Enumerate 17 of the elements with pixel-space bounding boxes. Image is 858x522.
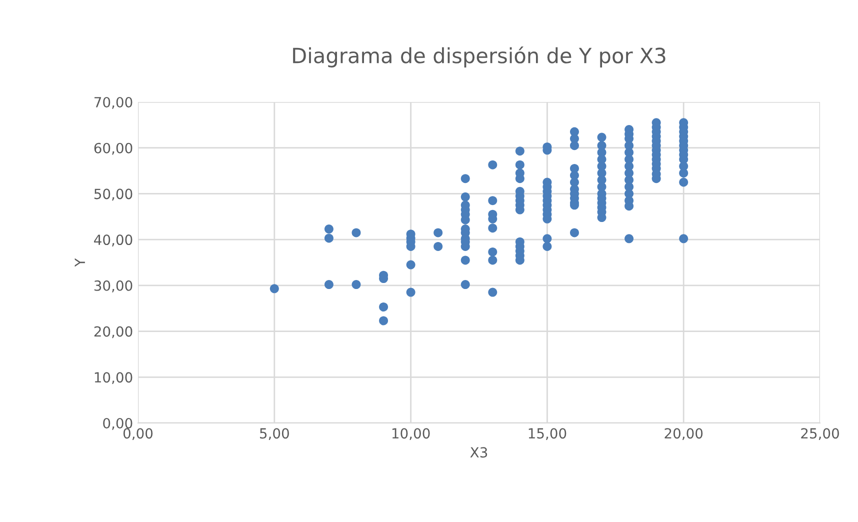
y-tick-label: 0,00: [103, 418, 132, 430]
x-axis-title: X3: [470, 447, 488, 458]
chart-title: Diagrama de dispersión de Y por X3: [293, 46, 666, 68]
y-tick-label: 40,00: [94, 234, 132, 246]
x-tick-label: 25,00: [801, 428, 839, 440]
y-tick-label: 30,00: [94, 280, 132, 292]
y-tick-label: 70,00: [94, 96, 132, 109]
x-tick-label: 10,00: [392, 428, 430, 440]
y-tick-label: 20,00: [94, 326, 132, 338]
x-tick-label: 5,00: [260, 428, 289, 440]
y-tick-label: 60,00: [94, 142, 132, 155]
y-tick-label: 50,00: [94, 188, 132, 201]
x-tick-label: 0,00: [123, 428, 153, 440]
y-tick-label: 10,00: [94, 372, 132, 384]
x-tick-label: 15,00: [528, 428, 566, 440]
y-axis-title: Y: [74, 258, 85, 267]
x-tick-label: 20,00: [664, 428, 703, 440]
